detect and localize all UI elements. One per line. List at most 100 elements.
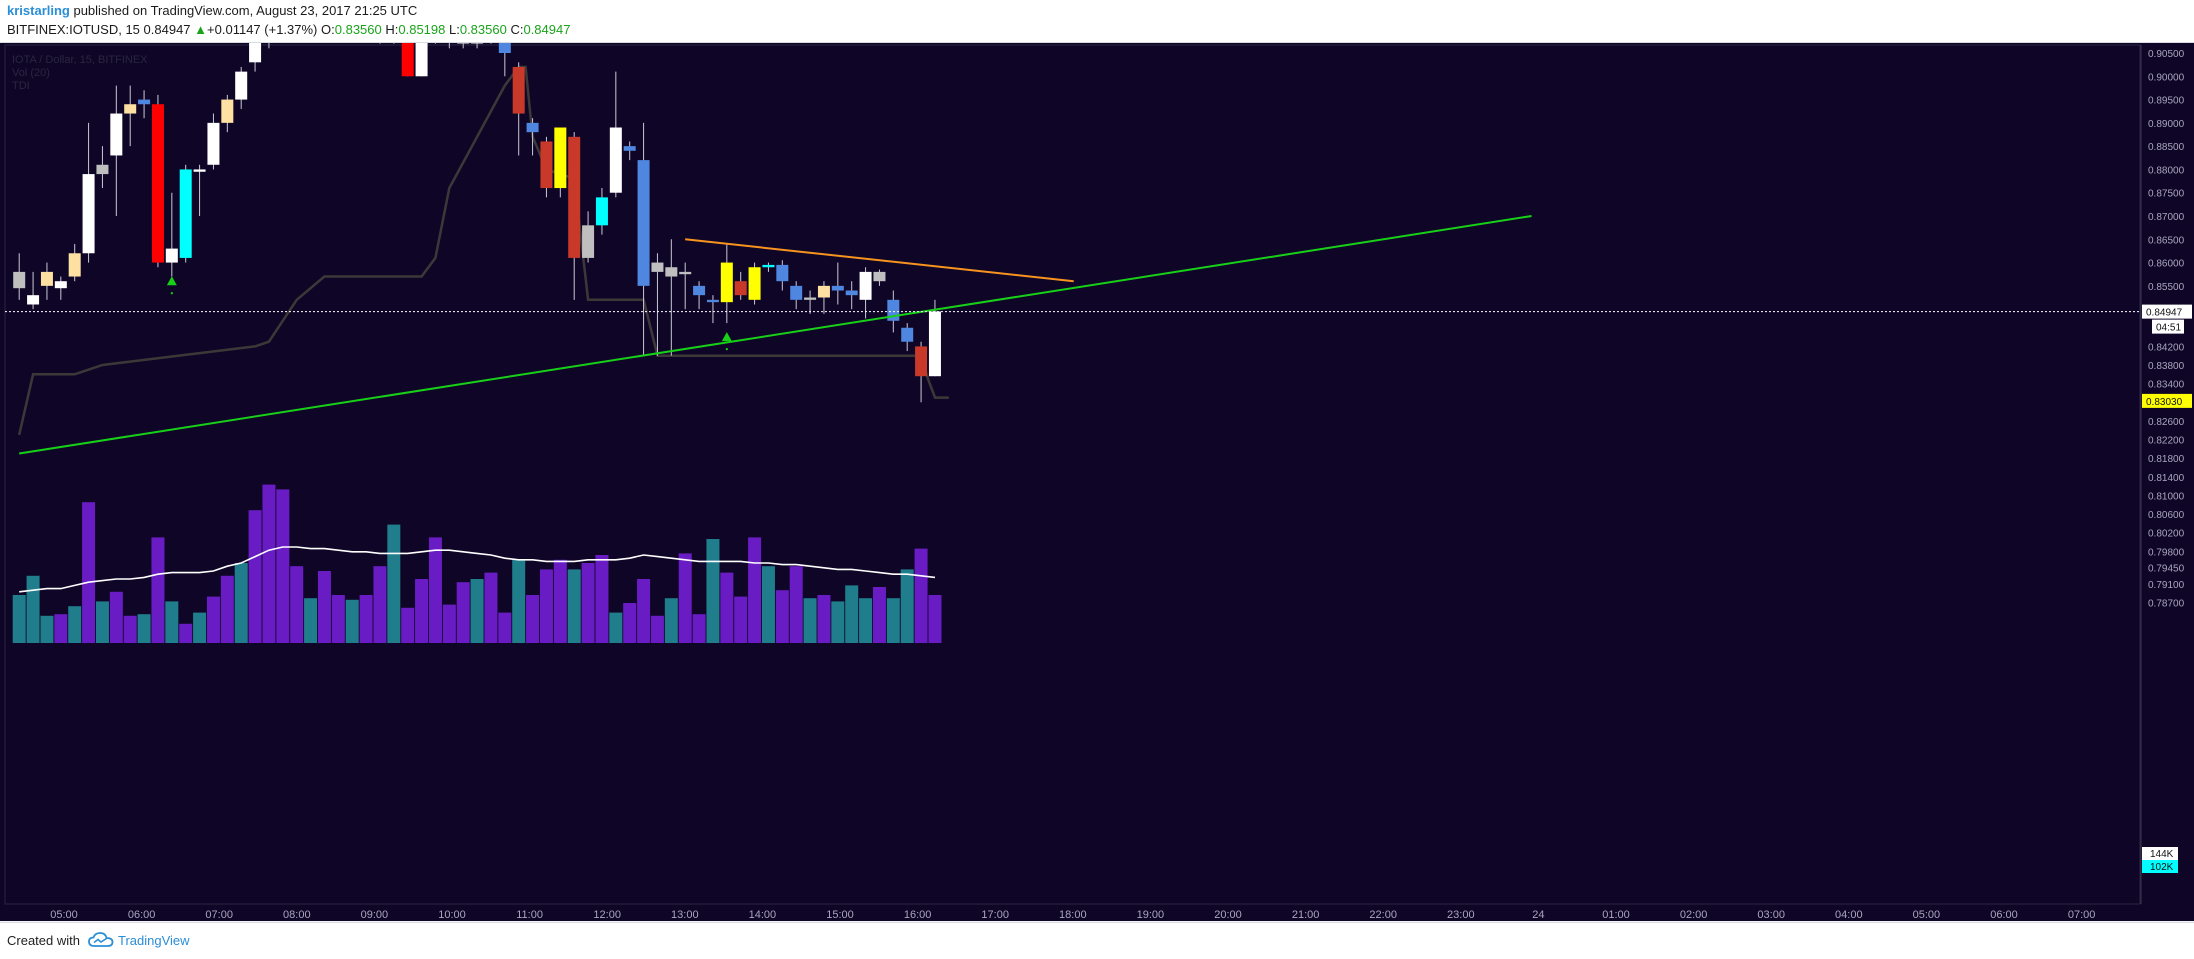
volume-bar bbox=[526, 595, 540, 643]
candle-body bbox=[526, 122, 539, 133]
created-with-label: Created with bbox=[7, 933, 80, 948]
volume-bar bbox=[678, 553, 692, 643]
candle bbox=[124, 85, 137, 147]
candle bbox=[582, 211, 595, 263]
candle-body bbox=[40, 271, 53, 286]
candle bbox=[762, 262, 775, 272]
plot-area bbox=[4, 44, 2141, 905]
candle bbox=[776, 260, 789, 291]
publish-line: kristarling published on TradingView.com… bbox=[7, 3, 417, 18]
volume-bar bbox=[290, 566, 304, 643]
volume-bar bbox=[748, 537, 762, 643]
time-tick-label: 11:00 bbox=[516, 909, 543, 921]
volume-bar bbox=[650, 615, 664, 643]
candle bbox=[54, 276, 67, 300]
candle-body bbox=[54, 281, 67, 289]
price-tick-label: 0.85500 bbox=[2148, 282, 2185, 293]
volume-bar bbox=[539, 569, 553, 643]
high-label: H: bbox=[385, 22, 399, 37]
candle-body bbox=[165, 248, 178, 263]
legend-study-title: TDI bbox=[12, 80, 30, 92]
resistance-trendline[interactable] bbox=[685, 238, 1074, 283]
candle bbox=[138, 90, 151, 119]
last-price: 0.84947 bbox=[143, 22, 191, 37]
footer: Created with TradingView bbox=[0, 922, 2194, 959]
volume-bar bbox=[262, 484, 276, 643]
candle-body bbox=[554, 127, 567, 189]
tradingview-link[interactable]: TradingView bbox=[118, 933, 190, 948]
candle-body bbox=[623, 146, 636, 151]
time-tick-label: 23:00 bbox=[1447, 909, 1475, 921]
trendline-layer[interactable] bbox=[19, 215, 1532, 455]
price-tick-label: 0.84200 bbox=[2148, 342, 2185, 353]
volume-bar bbox=[845, 585, 859, 643]
last-price-tag bbox=[2142, 304, 2192, 319]
volume-bar bbox=[40, 615, 54, 643]
candle-body bbox=[776, 264, 789, 282]
candle-body bbox=[110, 113, 123, 156]
volume-bar bbox=[317, 571, 331, 643]
time-tick-label: 07:00 bbox=[2068, 909, 2096, 921]
candle bbox=[193, 164, 206, 216]
volume-bar bbox=[775, 590, 789, 643]
candle-body bbox=[415, 43, 428, 77]
price-chart[interactable]: 0.90500 0.90000 0.89500 0.89000 0.88500 0.880… bbox=[0, 43, 2194, 921]
time-tick-label: 17:00 bbox=[981, 909, 1009, 921]
price-axis[interactable]: 0.90500 0.90000 0.89500 0.89000 0.88500 0.880… bbox=[2142, 49, 2192, 873]
price-tick-label: 0.82200 bbox=[2148, 436, 2185, 447]
volume-bar bbox=[567, 569, 581, 643]
price-tick-label: 0.89000 bbox=[2148, 119, 2185, 130]
candle bbox=[817, 281, 830, 314]
price-axis-background bbox=[2141, 43, 2194, 921]
tradingview-cloud-icon[interactable] bbox=[88, 931, 114, 949]
candle bbox=[804, 290, 817, 314]
candle bbox=[151, 94, 164, 268]
candle bbox=[845, 281, 858, 310]
candle bbox=[235, 66, 248, 109]
price-tick-label: 0.83400 bbox=[2148, 380, 2185, 391]
support-trendline[interactable] bbox=[19, 215, 1532, 455]
low-price-tag bbox=[2142, 393, 2192, 408]
candle-body bbox=[498, 43, 511, 53]
candle-body bbox=[151, 104, 164, 263]
author-link[interactable]: kristarling bbox=[7, 3, 70, 18]
candle bbox=[790, 281, 803, 310]
volume-bar bbox=[789, 566, 803, 643]
volume-bar bbox=[165, 601, 179, 643]
candle-body bbox=[138, 99, 151, 105]
time-tick-label: 19:00 bbox=[1137, 909, 1165, 921]
candle bbox=[720, 243, 733, 324]
volume-bar bbox=[26, 575, 40, 643]
time-tick-label: 05:00 bbox=[50, 909, 78, 921]
volume-bar bbox=[512, 559, 526, 643]
volume-bar bbox=[428, 537, 442, 643]
study-legend: IOTA / Dollar, 15, BITFINEX Vol (20) TDI bbox=[12, 54, 148, 93]
candle bbox=[82, 122, 95, 263]
candle bbox=[679, 262, 692, 310]
candle bbox=[27, 271, 40, 310]
volume-bar bbox=[345, 599, 359, 643]
candle bbox=[498, 43, 511, 77]
candle bbox=[915, 341, 928, 403]
volume-bar bbox=[928, 595, 942, 643]
volume-bar bbox=[415, 579, 429, 643]
volume-bar bbox=[498, 612, 512, 643]
open-value: 0.83560 bbox=[334, 22, 382, 37]
candle bbox=[595, 188, 608, 235]
candle bbox=[637, 122, 650, 356]
price-tick-label: 0.82600 bbox=[2148, 417, 2185, 428]
stop-line-layer bbox=[17, 65, 949, 436]
low-value: 0.83560 bbox=[459, 22, 507, 37]
volume-bar bbox=[470, 579, 484, 643]
price-tick-label: 0.79800 bbox=[2148, 547, 2185, 558]
candle bbox=[540, 136, 553, 198]
signal-dot bbox=[725, 348, 728, 351]
volume-bar bbox=[234, 563, 248, 643]
time-axis[interactable]: 05:00 06:00 07:00 08:00 09:00 10:00 11:00 12:00… bbox=[50, 909, 2095, 921]
volume-bar bbox=[872, 587, 886, 643]
price-tick-label: 0.89500 bbox=[2148, 96, 2185, 107]
time-tick-label: 22:00 bbox=[1369, 909, 1397, 921]
candle-body bbox=[790, 285, 803, 300]
price-tick-label: 0.87500 bbox=[2148, 189, 2185, 200]
price-tick-label: 0.90000 bbox=[2148, 72, 2185, 83]
